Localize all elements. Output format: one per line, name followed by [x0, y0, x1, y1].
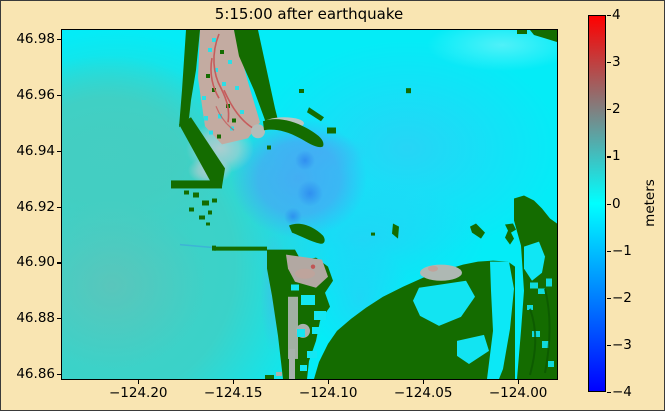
- x-tick-mark: [328, 379, 330, 384]
- colorbar-tick-label: −4: [612, 384, 632, 400]
- x-tick-label: −124.10: [298, 385, 358, 401]
- north-spit-land: [171, 30, 336, 226]
- x-tick-mark: [233, 379, 235, 384]
- colorbar-tick-mark: [606, 62, 611, 64]
- colorbar-tick-label: 4: [612, 7, 621, 23]
- y-tick-label: 46.90: [16, 254, 55, 271]
- colorbar-tick-label: 3: [612, 54, 621, 71]
- y-tick-label: 46.86: [16, 366, 55, 383]
- x-tick-label: −124.15: [203, 385, 263, 401]
- colorbar: [588, 15, 606, 392]
- x-tick-mark: [518, 379, 520, 384]
- south-spit-land: [265, 223, 333, 379]
- colorbar-tick-mark: [606, 15, 611, 17]
- x-tick-mark: [423, 379, 425, 384]
- colorbar-tick-label: 1: [612, 148, 621, 165]
- y-tick-mark: [56, 206, 61, 208]
- colorbar-tick-mark: [606, 297, 611, 299]
- colorbar-tick-mark: [606, 156, 611, 158]
- colorbar-tick-label: 2: [612, 101, 621, 118]
- y-tick-mark: [56, 150, 61, 152]
- x-tick-label: −124.00: [488, 385, 548, 401]
- colorbar-tick-label: −3: [612, 336, 632, 353]
- x-tick-label: −124.05: [393, 385, 453, 401]
- colorbar-tick-mark: [606, 203, 611, 205]
- y-tick-label: 46.96: [16, 86, 55, 103]
- y-tick-label: 46.88: [16, 310, 55, 327]
- colorbar-tick-mark: [606, 392, 611, 394]
- colorbar-tick-mark: [606, 344, 611, 347]
- bay-islands: [371, 88, 516, 245]
- elevation-contour-lines: [210, 33, 256, 131]
- y-tick-mark: [56, 39, 61, 41]
- y-tick-label: 46.98: [16, 31, 55, 48]
- colorbar-tick-mark: [606, 109, 611, 111]
- y-tick-mark: [56, 374, 61, 376]
- y-tick-mark: [56, 318, 61, 320]
- tsunami-map-canvas: [62, 30, 557, 379]
- y-tick-label: 46.92: [16, 198, 55, 215]
- x-tick-label: −124.20: [108, 385, 168, 401]
- y-tick-mark: [56, 262, 61, 264]
- east-shore-land: [514, 30, 557, 379]
- colorbar-tick-label: −1: [612, 242, 632, 259]
- colorbar-axis-label: meters: [642, 179, 658, 227]
- colorbar-tick-mark: [606, 250, 611, 252]
- plot-title: 5:15:00 after earthquake: [214, 5, 404, 23]
- map-plot-area: [61, 29, 558, 380]
- x-tick-mark: [138, 379, 140, 384]
- y-tick-mark: [56, 94, 61, 97]
- y-tick-label: 46.94: [16, 142, 55, 159]
- south-shore-land: [314, 260, 515, 379]
- colorbar-tick-label: −2: [612, 289, 632, 306]
- harbor-jetty: [212, 245, 267, 251]
- colorbar-tick-label: 0: [612, 195, 621, 212]
